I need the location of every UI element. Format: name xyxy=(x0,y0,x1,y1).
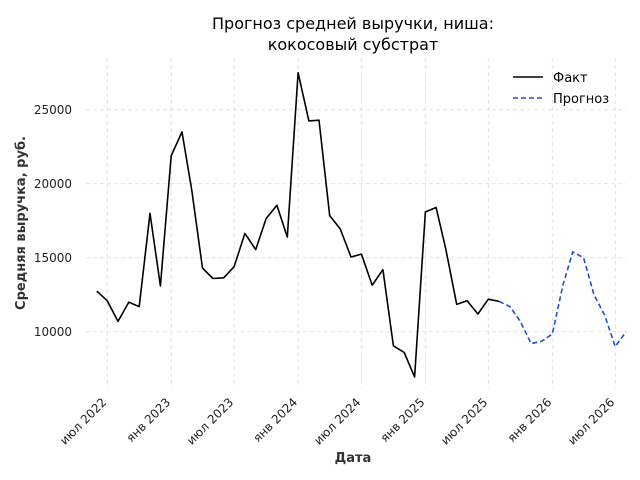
legend: Факт Прогноз xyxy=(513,71,609,107)
x-tick-label: июл 2024 xyxy=(311,395,363,447)
legend-label-forecast: Прогноз xyxy=(553,92,609,107)
chart-title-line-1: Прогноз средней выручки, ниша: xyxy=(212,14,494,33)
x-tick-label: июл 2023 xyxy=(184,395,236,447)
x-tick-label: июл 2026 xyxy=(565,395,617,447)
x-tick-label: июл 2025 xyxy=(438,395,490,447)
grid xyxy=(86,58,626,388)
x-axis-ticks: июл 2022 янв 2023 июл 2023 янв 2024 июл 2024… xyxy=(57,395,617,447)
y-axis-label: Средняя выручка, руб. xyxy=(14,136,29,310)
x-tick-label: янв 2025 xyxy=(378,395,428,445)
x-axis-label: Дата xyxy=(335,451,372,466)
x-tick-label: июл 2022 xyxy=(57,395,109,447)
y-axis-ticks: 10000 15000 20000 25000 xyxy=(34,103,72,339)
legend-label-fact: Факт xyxy=(553,71,588,86)
y-tick-label: 10000 xyxy=(34,325,72,339)
chart-title-line-2: кокосовый субстрат xyxy=(268,35,439,54)
series-line-fact xyxy=(96,72,500,378)
x-tick-label: янв 2026 xyxy=(505,395,555,445)
series-line-forecast xyxy=(498,251,627,348)
x-tick-label: янв 2023 xyxy=(123,395,173,445)
series-lines xyxy=(96,72,627,378)
y-tick-label: 15000 xyxy=(34,251,72,265)
y-tick-label: 20000 xyxy=(34,177,72,191)
y-tick-label: 25000 xyxy=(34,103,72,117)
x-tick-label: янв 2024 xyxy=(250,395,300,445)
